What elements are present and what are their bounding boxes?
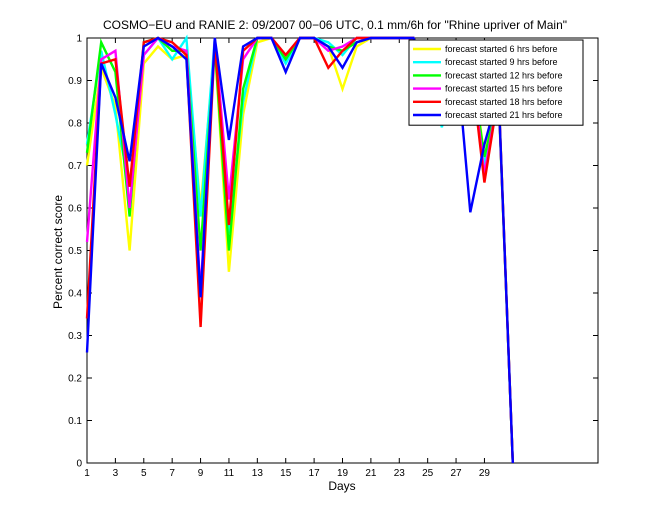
y-tick-label: 0 [76,459,82,470]
y-tick-label: 0.3 [68,331,82,342]
chart-title: COSMO−EU and RANIE 2: 09/2007 00−06 UTC,… [103,18,567,32]
y-tick-label: 0.7 [68,161,82,172]
x-tick-label: 25 [422,468,434,479]
y-tick-label: 0.2 [68,374,82,385]
y-tick-label: 0.9 [68,76,82,87]
legend-box [408,39,584,126]
x-axis-label: Days [328,479,355,493]
x-tick-label: 15 [280,468,292,479]
legend-label: forecast started 6 hrs before [445,44,558,54]
x-tick-label: 7 [169,468,175,479]
legend-label: forecast started 18 hrs before [445,97,563,107]
x-tick-label: 1 [84,468,90,479]
y-tick-label: 0.4 [68,289,82,300]
x-tick-label: 19 [337,468,349,479]
y-tick-label: 0.5 [68,246,82,257]
x-tick-label: 29 [479,468,491,479]
y-tick-label: 0.1 [68,416,82,427]
x-tick-label: 27 [450,468,462,479]
x-tick-label: 3 [113,468,119,479]
y-tick-label: 1 [76,34,82,45]
legend-label: forecast started 12 hrs before [445,70,563,80]
x-tick-label: 17 [309,468,321,479]
x-tick-label: 9 [198,468,204,479]
x-tick-label: 21 [365,468,377,479]
legend: forecast started 6 hrs before forecast st… [408,39,584,126]
x-tick-label: 23 [394,468,406,479]
legend-label: forecast started 21 hrs before [445,110,563,120]
legend-label: forecast started 15 hrs before [445,84,563,94]
x-tick-label: 11 [224,468,235,479]
legend-label: forecast started 9 hrs before [445,57,558,67]
x-tick-label: 13 [252,468,264,479]
y-axis-label: Percent correct score [51,195,65,309]
x-tick-label: 5 [141,468,147,479]
y-tick-label: 0.6 [68,204,82,215]
y-tick-label: 0.8 [68,119,82,130]
